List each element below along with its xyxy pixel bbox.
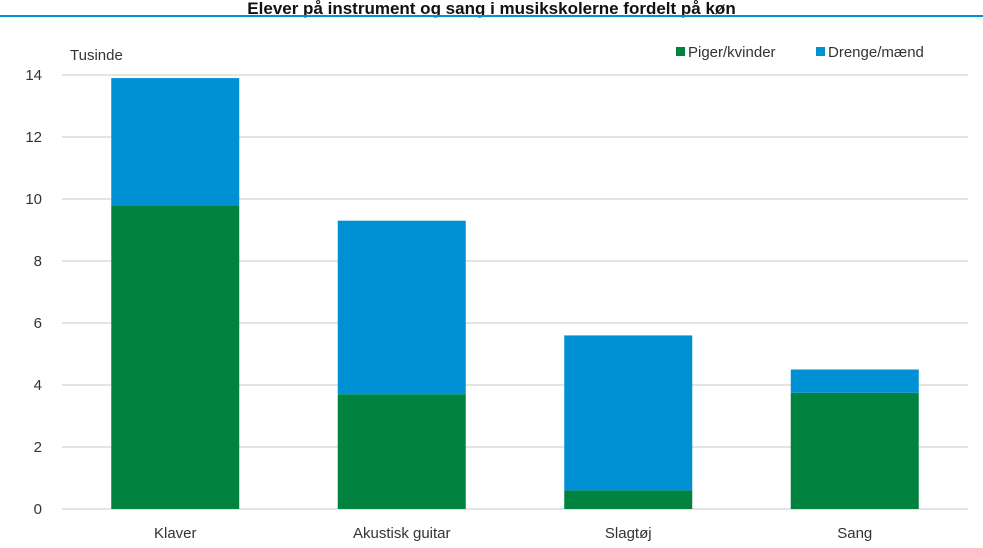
x-category-label: Sang xyxy=(837,525,872,542)
legend-label: Piger/kvinder xyxy=(688,44,776,61)
title-rule xyxy=(0,15,983,17)
y-tick-label: 10 xyxy=(25,191,42,208)
y-tick-label: 14 xyxy=(25,67,42,84)
legend: Piger/kvinder Drenge/mænd xyxy=(676,44,924,61)
x-axis: Klaver Akustisk guitar Slagtøj Sang xyxy=(154,525,872,542)
bars xyxy=(111,78,919,509)
bar-slagtøj-piger xyxy=(564,490,693,509)
bar-akustisk-guitar-drenge xyxy=(337,220,466,395)
x-category-label: Slagtøj xyxy=(605,525,652,542)
bar-akustisk-guitar-piger xyxy=(337,394,466,509)
x-category-label: Klaver xyxy=(154,525,197,542)
bar-sang-piger xyxy=(790,392,919,509)
y-tick-label: 8 xyxy=(34,253,42,270)
legend-label: Drenge/mænd xyxy=(828,44,924,61)
bar-sang-drenge xyxy=(790,369,919,393)
legend-swatch xyxy=(676,47,685,56)
y-tick-label: 2 xyxy=(34,439,42,456)
y-axis: 0 2 4 6 8 10 12 14 xyxy=(25,67,42,518)
y-tick-label: 4 xyxy=(34,377,42,394)
y-tick-label: 0 xyxy=(34,501,42,518)
bar-klaver-drenge xyxy=(111,78,240,206)
chart-title: Elever på instrument og sang i musikskol… xyxy=(247,0,736,18)
bar-klaver-piger xyxy=(111,205,240,509)
y-tick-label: 12 xyxy=(25,129,42,146)
bar-slagtøj-drenge xyxy=(564,335,693,491)
legend-swatch xyxy=(816,47,825,56)
y-tick-label: 6 xyxy=(34,315,42,332)
y-unit-label: Tusinde xyxy=(70,47,123,64)
x-category-label: Akustisk guitar xyxy=(353,525,451,542)
